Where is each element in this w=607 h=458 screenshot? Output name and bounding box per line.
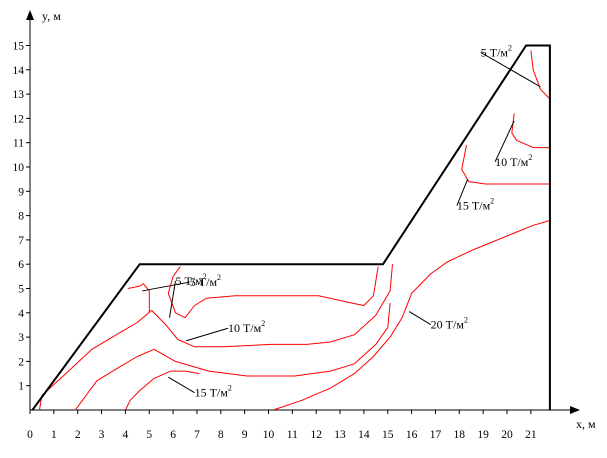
- x-tick-label: 6: [170, 429, 176, 441]
- slope-profile-line: [31, 44, 551, 411]
- x-tick-label: 19: [477, 429, 489, 441]
- x-tick-label: 2: [75, 429, 81, 441]
- isoline-leader: [480, 52, 541, 88]
- isoline-label: 10 Т/м2: [228, 319, 265, 335]
- isoline-segment: [124, 370, 200, 411]
- isoline-leader: [408, 311, 431, 326]
- y-tick-label: 15: [13, 41, 25, 53]
- x-tick-label: 8: [218, 429, 224, 441]
- isoline-leader: [456, 178, 469, 206]
- x-tick-label: 3: [99, 429, 105, 441]
- isoline-segment: [74, 303, 391, 411]
- y-tick-label: 7: [18, 235, 24, 247]
- x-tick-label: 0: [27, 429, 33, 441]
- y-tick-label: 6: [18, 259, 24, 271]
- isoline-label: 5 Т/м2: [190, 273, 221, 289]
- isoline-leader: [186, 327, 229, 342]
- isoline-leader: [142, 281, 190, 292]
- x-tick-label: 21: [525, 429, 537, 441]
- x-tick-label: 13: [334, 429, 346, 441]
- isoline-label: 5 Т/м2: [481, 43, 512, 59]
- axes: x, м y, м: [26, 9, 596, 431]
- y-tick-label: 3: [18, 332, 24, 344]
- x-tick-label: 18: [454, 429, 466, 441]
- y-axis-label: y, м: [42, 9, 61, 23]
- isoline-leader: [494, 120, 515, 162]
- y-tick-label: 5: [18, 284, 24, 296]
- y-tick-label: 11: [13, 138, 24, 150]
- x-tick-label: 12: [310, 429, 322, 441]
- x-tick-label: 1: [51, 429, 57, 441]
- y-tick-label: 1: [18, 381, 24, 393]
- x-tick-label: 14: [358, 429, 370, 441]
- x-tick-label: 15: [382, 429, 394, 441]
- isoline-segment: [127, 283, 150, 313]
- x-tick-label: 7: [194, 429, 200, 441]
- isoline-label: 15 Т/м2: [457, 197, 494, 213]
- x-tick-label: 5: [146, 429, 152, 441]
- x-tick-label: 20: [501, 429, 513, 441]
- y-tick-label: 10: [13, 162, 25, 174]
- y-tick-label: 14: [13, 65, 25, 77]
- isoline-segment: [461, 145, 550, 185]
- isoline-label: 20 Т/м2: [431, 316, 468, 332]
- isoline-segment: [511, 113, 550, 149]
- isoline-segment: [530, 50, 551, 100]
- isoline-leader: [168, 376, 195, 394]
- y-tick-label: 4: [18, 308, 24, 320]
- x-axis-arrow: [570, 406, 580, 414]
- isoline-segment: [167, 266, 379, 319]
- x-axis-label: x, м: [576, 417, 596, 431]
- isoline-segment: [39, 264, 393, 411]
- isoline-label: 15 Т/м2: [195, 384, 232, 400]
- isoline-segment: [273, 220, 551, 411]
- y-tick-label: 13: [13, 89, 25, 101]
- x-tick-label: 11: [287, 429, 298, 441]
- x-tick-label: 10: [263, 429, 275, 441]
- y-tick-label: 8: [18, 211, 24, 223]
- isoline-label: 5 Т/м2: [175, 272, 206, 288]
- isolines: [39, 50, 551, 411]
- y-tick-label: 9: [18, 186, 24, 198]
- tick-marks: 0 1 2 3 4 5 6 7 8 9 10 11 12 13 14 15 16 17 18 19 20 21123456…: [13, 41, 537, 442]
- x-tick-label: 4: [123, 429, 129, 441]
- y-tick-label: 12: [13, 113, 25, 125]
- x-tick-label: 17: [430, 429, 442, 441]
- slope-profile: [31, 44, 551, 411]
- isoline-leader: [169, 280, 176, 318]
- x-tick-label: 16: [406, 429, 418, 441]
- y-tick-label: 2: [18, 356, 24, 368]
- isoline-label: 10 Т/м2: [495, 153, 532, 169]
- x-tick-label: 9: [242, 429, 248, 441]
- y-axis-arrow: [26, 10, 34, 20]
